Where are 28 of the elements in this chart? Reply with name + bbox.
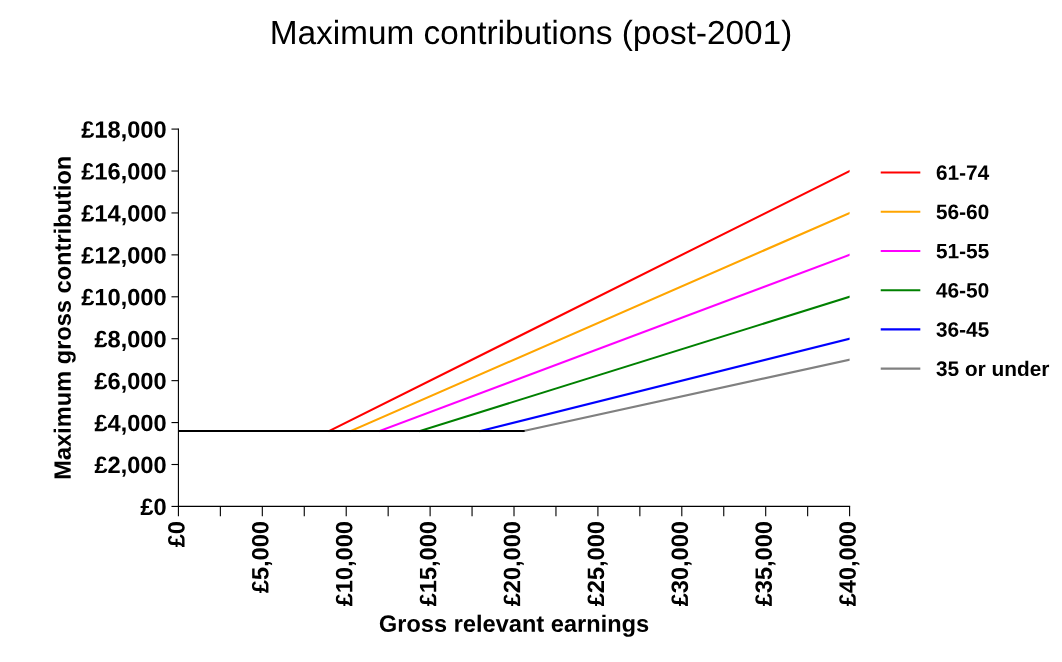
x-tick-label: £20,000	[503, 521, 524, 607]
legend-label: 36-45	[936, 322, 989, 337]
x-tick-label: £40,000	[839, 521, 860, 607]
x-tick-label: £5,000	[251, 521, 273, 593]
y-tick-label: £10,000	[81, 288, 166, 310]
legend-label: 61-74	[936, 165, 990, 181]
y-tick-label: £8,000	[94, 330, 166, 351]
x-tick-label: £35,000	[755, 521, 776, 607]
y-tick-label: £18,000	[81, 121, 166, 142]
y-tick-label: £6,000	[94, 372, 166, 393]
x-tick-label: £25,000	[587, 521, 608, 607]
x-tick-label: £30,000	[671, 521, 692, 607]
y-axis-title: Maximum gross contribution	[53, 157, 76, 479]
x-tick-label: £0	[168, 521, 185, 548]
x-tick-label: £15,000	[419, 521, 440, 607]
legend-label: 46-50	[936, 282, 989, 298]
x-axis-title: Gross relevant earnings	[379, 614, 649, 637]
legend-label: 56-60	[936, 204, 989, 220]
y-tick-label: £12,000	[81, 246, 166, 268]
chart-title: Maximum contributions (post-2001)	[272, 19, 791, 51]
y-tick-label: £2,000	[94, 456, 166, 477]
y-tick-label: £0	[140, 498, 166, 516]
y-tick-label: £16,000	[81, 163, 166, 184]
legend-label: 35 or under	[936, 360, 1050, 377]
y-tick-label: £4,000	[94, 414, 166, 435]
x-tick-label: £10,000	[335, 521, 356, 607]
legend-label: 51-55	[936, 243, 989, 259]
y-tick-label: £14,000	[81, 205, 166, 226]
